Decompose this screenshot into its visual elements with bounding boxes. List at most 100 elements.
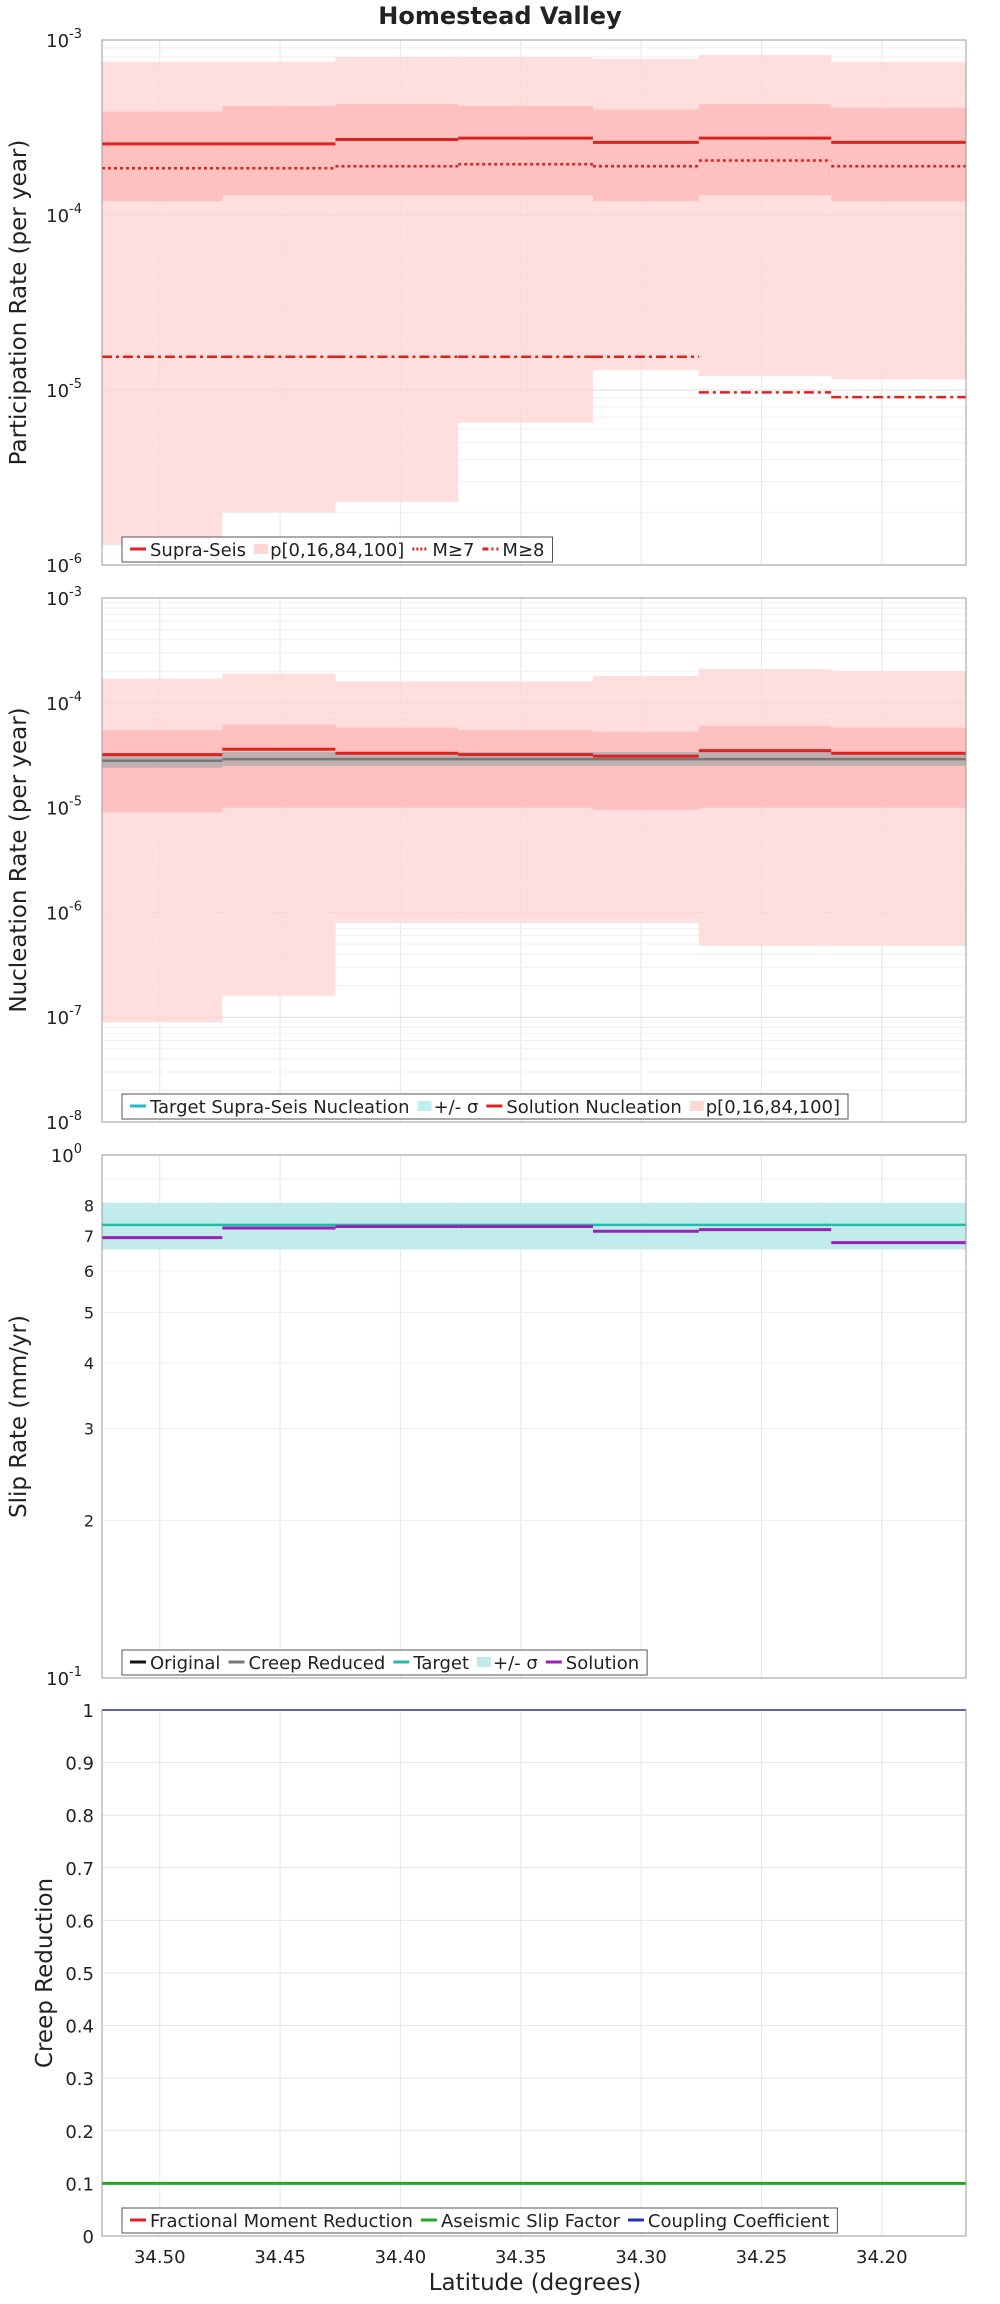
panels: 10-6 10-5 10-4 10-3 Participation Rate (per … [6, 27, 967, 2268]
legend-label: Solution Nucleation [506, 1097, 681, 1118]
series-group [102, 1223, 966, 1245]
y-axis-label: Creep Reduction [32, 1878, 58, 2068]
y-tick-label: 10-5 [46, 795, 82, 820]
legend-item: Original [130, 1653, 220, 1674]
legend-item: Aseismic Slip Factor [420, 2211, 621, 2232]
y-tick-label: 10-3 [46, 27, 82, 52]
band-1-segment [592, 109, 699, 202]
band-1-segment [335, 727, 459, 808]
legend: Fractional Moment Reduction Aseismic Slip… [121, 2207, 838, 2234]
y-tick-label: 100 [51, 1142, 82, 1167]
x-tick-label: 34.20 [856, 2247, 908, 2268]
x-tick-label: 34.40 [375, 2247, 427, 2268]
band-1-segment [102, 730, 223, 813]
legend-box [121, 2207, 838, 2234]
legend-label: Fractional Moment Reduction [150, 2211, 413, 2232]
x-tick-label: 34.25 [736, 2247, 788, 2268]
legend-label: Original [150, 1653, 220, 1674]
y-tick-label: 0.6 [65, 1911, 94, 1932]
y-tick-label: 10-7 [46, 1004, 82, 1029]
uncertainty-bands [102, 669, 966, 1022]
legend-item: +/- σ [417, 1097, 479, 1118]
y-tick-label: 0.3 [65, 2069, 94, 2090]
y-tick-label: 10-1 [46, 1665, 82, 1690]
legend-box [121, 1649, 648, 1676]
y-minor-tick-label: 2 [84, 1512, 94, 1531]
legend-label: p[0,16,84,100] [270, 540, 404, 561]
y-tick-label: 10-4 [46, 690, 82, 715]
y-tick-label: 0 [83, 2227, 94, 2248]
y-tick-label: 10-3 [46, 585, 82, 610]
band-1-segment [592, 731, 699, 810]
legend-item: p[0,16,84,100] [689, 1097, 840, 1118]
legend-item: +/- σ [477, 1653, 538, 1674]
legend-item: p[0,16,84,100] [254, 540, 404, 561]
y-minor-tick-label: 6 [84, 1262, 94, 1281]
band-1-segment [698, 104, 832, 196]
y-tick-label: 10-8 [46, 1109, 82, 1134]
legend-swatch [477, 1657, 491, 1667]
legend-item: Creep Reduced [228, 1653, 385, 1674]
x-tick-label: 34.50 [134, 2247, 186, 2268]
legend-box [121, 1093, 849, 1120]
legend-label: +/- σ [434, 1097, 479, 1118]
grid [102, 1709, 966, 2237]
legend-label: Coupling Coefficient [648, 2211, 829, 2232]
y-tick-label: 0.8 [65, 1806, 94, 1827]
panel-nucleation: 10-8 10-7 10-6 10-5 10-4 10-3 Nucleation Rate … [6, 585, 967, 1134]
y-axis-label: Participation Rate (per year) [6, 140, 32, 466]
legend-label: Solution [566, 1653, 639, 1674]
band-0-segment [698, 55, 832, 377]
y-tick-label: 0.2 [65, 2122, 94, 2143]
band-1-segment [222, 724, 336, 808]
y-axis-label: Slip Rate (mm/yr) [6, 1315, 32, 1518]
y-minor-tick-label: 4 [84, 1354, 94, 1373]
legend: Original Creep Reduced Target +/- σ Solution [121, 1649, 648, 1676]
x-tick-label: 34.45 [254, 2247, 306, 2268]
y-tick-label: 10-6 [46, 899, 82, 924]
legend-label: Target [412, 1653, 469, 1674]
legend-label: +/- σ [493, 1653, 538, 1674]
legend-swatch [254, 544, 269, 554]
band-1-segment [831, 727, 966, 808]
y-tick-label: 0.5 [65, 1964, 94, 1985]
legend-item: Coupling Coefficient [627, 2211, 829, 2232]
legend-label: Aseismic Slip Factor [441, 2211, 621, 2232]
y-tick-label: 10-6 [46, 552, 82, 577]
band-0-segment [831, 671, 966, 946]
uncertainty-bands [102, 55, 966, 546]
band-0-segment [222, 673, 336, 996]
y-minor-tick-label: 3 [84, 1419, 94, 1438]
legend: Target Supra-Seis Nucleation +/- σ Solutio… [121, 1093, 849, 1120]
y-minor-tick-label: 5 [84, 1303, 94, 1322]
series-group [102, 747, 966, 762]
band-1-segment [458, 730, 593, 808]
chart-title: Homestead Valley [378, 2, 622, 30]
band-1-segment [458, 105, 593, 196]
legend-item: Fractional Moment Reduction [130, 2211, 413, 2232]
legend-item: M≥8 [482, 540, 545, 561]
x-axis-label: Latitude (degrees) [429, 2270, 642, 2296]
series-group [102, 136, 966, 399]
y-axis-label: Nucleation Rate (per year) [6, 707, 32, 1012]
y-tick-label: 0.1 [65, 2174, 94, 2195]
x-tick-label: 34.30 [615, 2247, 667, 2268]
y-tick-label: 10-4 [46, 202, 82, 227]
legend-label: p[0,16,84,100] [706, 1097, 840, 1118]
plot-frame [101, 39, 967, 566]
legend-label: Creep Reduced [248, 1653, 385, 1674]
y-tick-label: 0.4 [65, 2017, 94, 2038]
legend-label: M≥8 [502, 540, 544, 561]
legend-label: Supra-Seis [150, 540, 246, 561]
legend-label: Target Supra-Seis Nucleation [149, 1097, 410, 1118]
legend-swatch [417, 1101, 432, 1111]
x-tick-label: 34.35 [495, 2247, 547, 2268]
band-1-segment [335, 104, 459, 196]
legend-swatch [689, 1101, 704, 1111]
band-1-segment [222, 105, 336, 196]
legend-item: Target [393, 1653, 469, 1674]
legend-item: Solution [545, 1653, 639, 1674]
legend-box [121, 536, 553, 563]
